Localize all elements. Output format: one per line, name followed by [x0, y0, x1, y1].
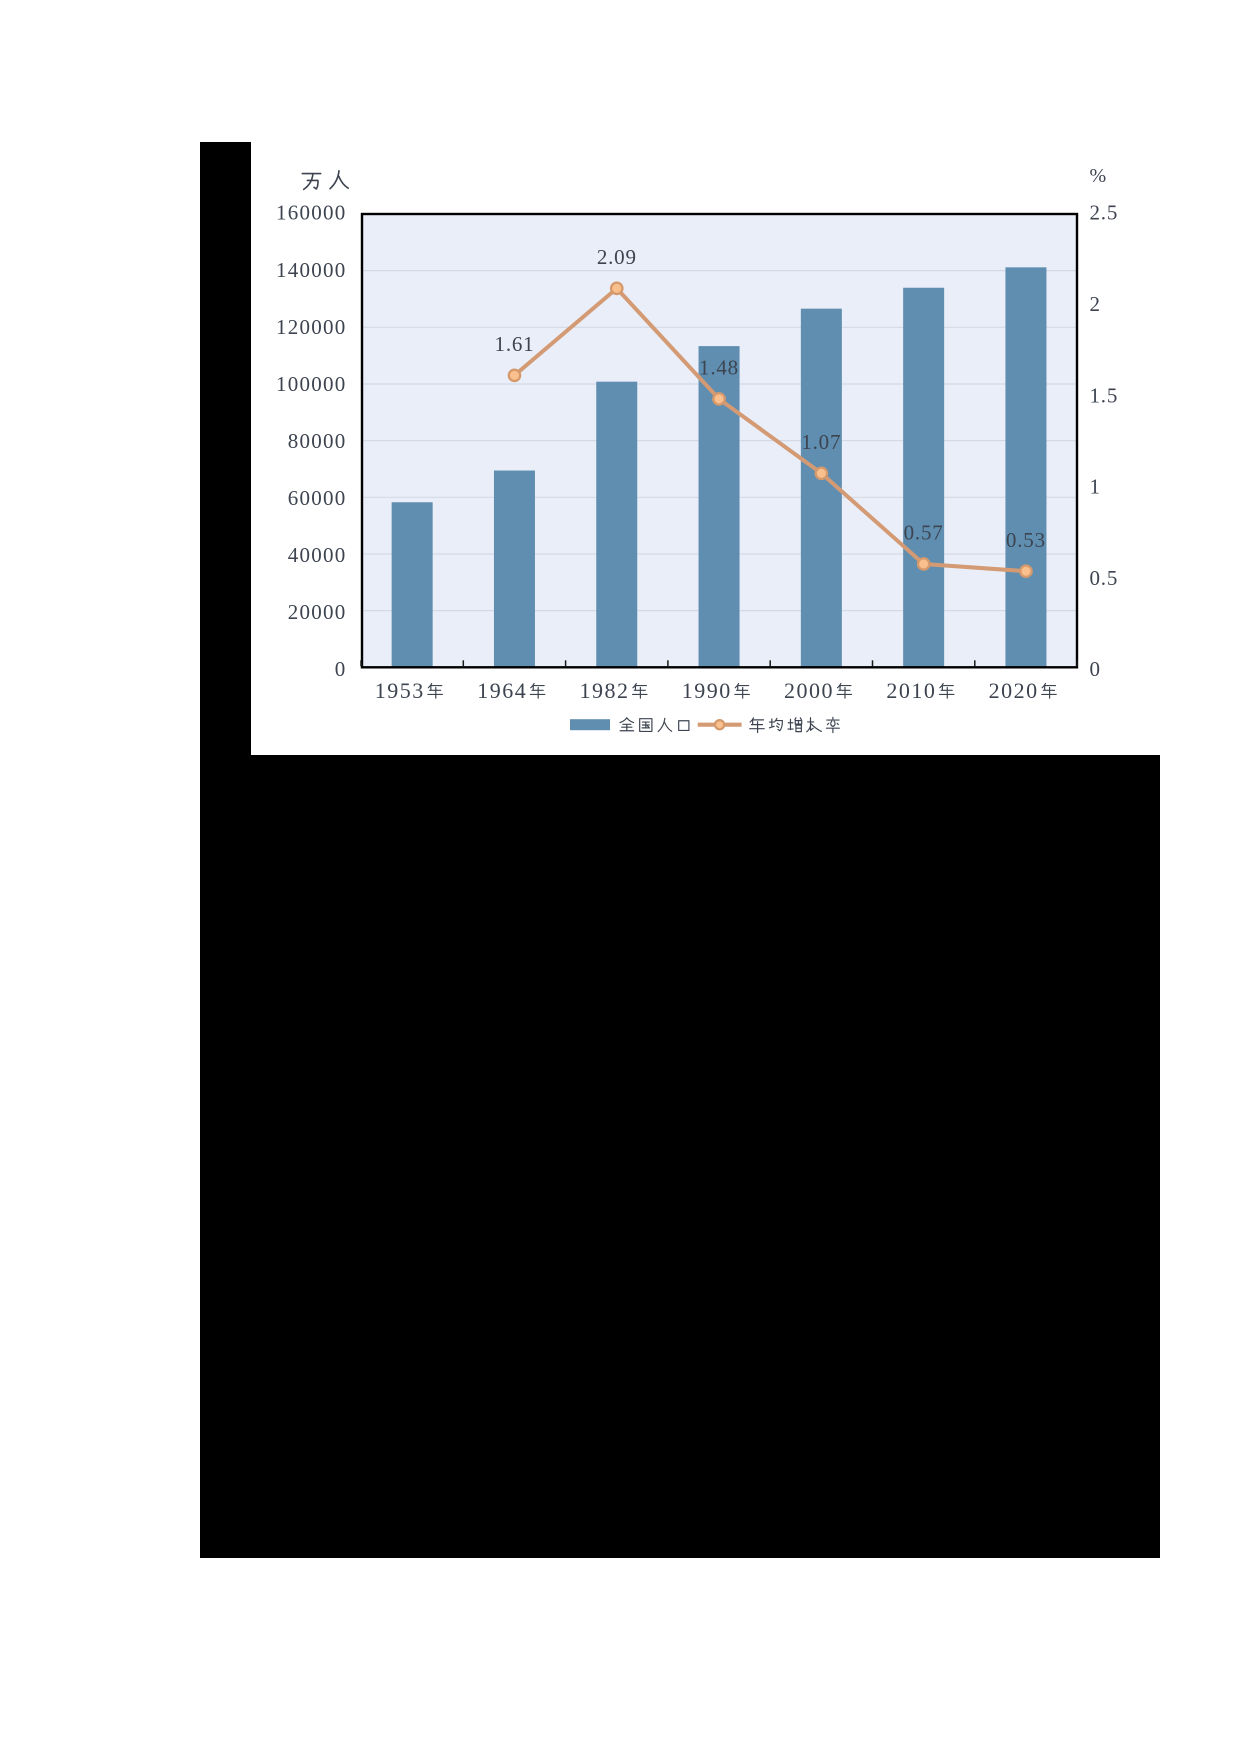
- svg-text:40000: 40000: [288, 543, 347, 567]
- svg-text:1.07: 1.07: [801, 430, 841, 454]
- svg-text:1.61: 1.61: [495, 332, 535, 356]
- svg-text:0: 0: [335, 657, 347, 681]
- svg-text:0: 0: [1090, 657, 1101, 681]
- svg-text:80000: 80000: [288, 429, 347, 453]
- svg-text:2.5: 2.5: [1090, 201, 1119, 225]
- svg-text:0.57: 0.57: [904, 521, 944, 545]
- svg-text:1953: 1953: [375, 678, 425, 703]
- svg-text:160000: 160000: [276, 201, 347, 225]
- svg-text:2.09: 2.09: [597, 245, 637, 269]
- svg-text:0.5: 0.5: [1090, 566, 1119, 590]
- svg-text:2: 2: [1090, 292, 1101, 316]
- svg-text:1964: 1964: [477, 678, 527, 703]
- svg-text:0.53: 0.53: [1006, 528, 1046, 552]
- svg-text:2010: 2010: [886, 678, 936, 703]
- svg-text:120000: 120000: [276, 315, 347, 339]
- svg-text:1.48: 1.48: [699, 356, 739, 380]
- svg-text:20000: 20000: [288, 600, 347, 624]
- svg-text:1990: 1990: [682, 678, 732, 703]
- svg-text:1: 1: [1090, 475, 1101, 499]
- svg-text:60000: 60000: [288, 486, 347, 510]
- svg-text:1982: 1982: [580, 678, 630, 703]
- svg-text:1.5: 1.5: [1090, 383, 1119, 407]
- svg-text:2000: 2000: [784, 678, 834, 703]
- svg-text:100000: 100000: [276, 372, 347, 396]
- svg-text:%: %: [1090, 165, 1107, 187]
- svg-text:2020: 2020: [989, 678, 1039, 703]
- svg-text:140000: 140000: [276, 258, 347, 282]
